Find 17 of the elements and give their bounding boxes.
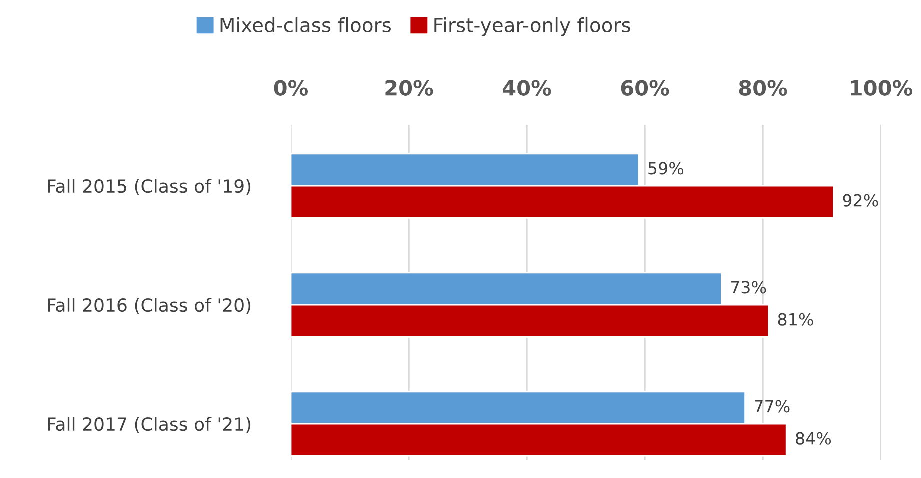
y-tick-label: Fall 2017 (Class of '21) [48, 417, 251, 434]
legend-label: First-year-only floors [434, 18, 630, 36]
data-label: 77% [755, 400, 790, 413]
data-label: 84% [796, 432, 832, 445]
y-tick-label: Fall 2015 (Class of '19) [48, 179, 251, 196]
x-tick-label: 0% [274, 80, 308, 96]
x-tick-label: 80% [739, 80, 788, 96]
data-label: 73% [731, 281, 766, 294]
data-label: 59% [648, 162, 684, 175]
legend-label: Mixed-class floors [220, 18, 391, 33]
y-tick-label: Fall 2016 (Class of '20) [48, 298, 251, 314]
data-label: 92% [843, 194, 878, 207]
data-label: 81% [778, 313, 814, 326]
x-tick-label: 60% [621, 80, 670, 96]
x-tick-label: 20% [386, 80, 434, 96]
x-tick-label: 100% [851, 80, 913, 96]
x-tick-label: 40% [503, 80, 552, 96]
